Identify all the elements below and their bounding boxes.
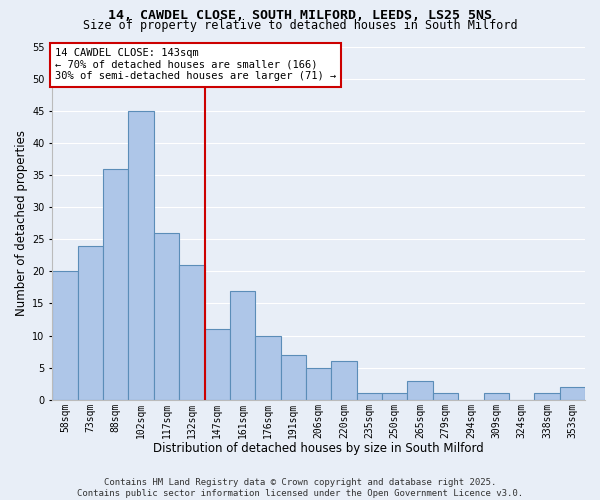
Bar <box>77 246 103 400</box>
Bar <box>205 329 230 400</box>
Bar <box>357 394 382 400</box>
Bar <box>281 355 306 400</box>
Y-axis label: Number of detached properties: Number of detached properties <box>15 130 28 316</box>
Bar <box>407 380 433 400</box>
Text: 14, CAWDEL CLOSE, SOUTH MILFORD, LEEDS, LS25 5NS: 14, CAWDEL CLOSE, SOUTH MILFORD, LEEDS, … <box>108 9 492 22</box>
Bar <box>128 110 154 400</box>
Bar <box>179 265 205 400</box>
Bar <box>382 394 407 400</box>
Text: 14 CAWDEL CLOSE: 143sqm
← 70% of detached houses are smaller (166)
30% of semi-d: 14 CAWDEL CLOSE: 143sqm ← 70% of detache… <box>55 48 336 82</box>
Bar <box>534 394 560 400</box>
Bar <box>306 368 331 400</box>
Bar <box>230 290 255 400</box>
Bar <box>484 394 509 400</box>
Text: Size of property relative to detached houses in South Milford: Size of property relative to detached ho… <box>83 18 517 32</box>
Bar <box>255 336 281 400</box>
Bar <box>560 387 585 400</box>
Bar <box>154 233 179 400</box>
Bar <box>433 394 458 400</box>
Bar <box>52 272 77 400</box>
Text: Contains HM Land Registry data © Crown copyright and database right 2025.
Contai: Contains HM Land Registry data © Crown c… <box>77 478 523 498</box>
Bar <box>331 362 357 400</box>
X-axis label: Distribution of detached houses by size in South Milford: Distribution of detached houses by size … <box>153 442 484 455</box>
Bar <box>103 168 128 400</box>
